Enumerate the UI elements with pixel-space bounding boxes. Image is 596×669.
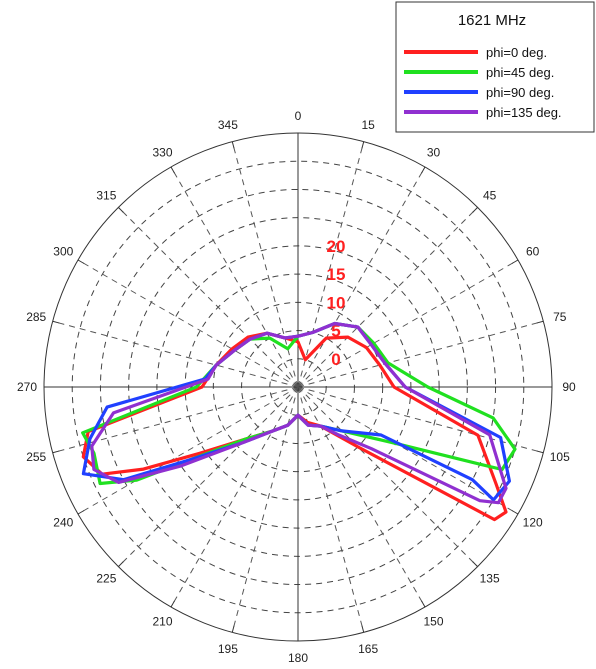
angle-label: 75 <box>553 310 567 324</box>
radial-label: 5 <box>331 322 340 341</box>
angle-label: 225 <box>96 572 116 586</box>
angle-tick <box>170 166 175 174</box>
legend-label: phi=45 deg. <box>486 65 554 80</box>
grid-spoke <box>77 259 299 388</box>
angle-label: 120 <box>523 516 543 530</box>
grid-spoke <box>297 141 365 388</box>
grid-spoke <box>297 320 544 388</box>
angle-tick <box>231 625 235 633</box>
angle-label: 255 <box>26 450 46 464</box>
grid-spoke <box>170 166 299 388</box>
angle-tick <box>170 600 175 608</box>
angle-tick <box>118 561 124 567</box>
grid-spoke <box>297 207 478 388</box>
grid-spoke <box>52 320 299 388</box>
angle-tick <box>421 600 426 608</box>
grid-spoke <box>77 386 299 515</box>
angle-label: 180 <box>288 651 308 665</box>
angle-label: 15 <box>361 118 375 132</box>
series-line-3 <box>90 321 508 505</box>
polar-grid <box>43 132 553 642</box>
radial-label: 20 <box>327 237 346 256</box>
angle-tick-labels: 0153045607590105120135150165180195210225… <box>17 109 576 665</box>
angle-tick <box>52 320 60 324</box>
angle-label: 240 <box>53 516 73 530</box>
angle-tick <box>511 510 519 515</box>
angle-tick <box>472 207 478 213</box>
grid-spoke <box>231 141 299 388</box>
angle-label: 105 <box>550 450 570 464</box>
legend-title: 1621 MHz <box>458 12 526 29</box>
legend: 1621 MHz phi=0 deg. phi=45 deg. phi=90 deg… <box>395 1 595 133</box>
angle-tick <box>536 320 544 324</box>
angle-tick <box>77 259 85 264</box>
grid-spoke <box>297 386 478 567</box>
angle-tick <box>118 207 124 213</box>
angle-label: 45 <box>483 188 497 202</box>
angle-label: 150 <box>423 615 443 629</box>
grid-spoke <box>297 386 426 608</box>
angle-label: 300 <box>53 245 73 259</box>
angle-label: 210 <box>152 615 172 629</box>
angle-tick <box>472 561 478 567</box>
angle-label: 165 <box>358 642 378 656</box>
angle-label: 60 <box>526 245 540 259</box>
legend-label: phi=0 deg. <box>486 45 547 60</box>
angle-tick <box>77 510 85 515</box>
grid-spoke <box>118 207 299 388</box>
grid-spoke <box>170 386 299 608</box>
grid-spoke <box>297 386 519 515</box>
angle-label: 285 <box>26 310 46 324</box>
legend-label: phi=90 deg. <box>486 85 554 100</box>
grid-spoke <box>297 386 365 633</box>
angle-label: 30 <box>427 145 441 159</box>
angle-label: 330 <box>152 145 172 159</box>
angle-label: 135 <box>480 572 500 586</box>
grid-spoke <box>297 166 426 388</box>
radial-label: 0 <box>331 350 340 369</box>
angle-label: 195 <box>218 642 238 656</box>
radial-label: 10 <box>327 293 346 312</box>
angle-tick <box>421 166 426 174</box>
grid-spoke <box>231 386 299 633</box>
angle-label: 315 <box>96 188 116 202</box>
angle-tick <box>361 141 365 149</box>
angle-label: 90 <box>562 380 576 394</box>
legend-entries: phi=0 deg. phi=45 deg. phi=90 deg. phi=135 … <box>404 45 562 120</box>
grid-spoke <box>297 259 519 388</box>
angle-tick <box>536 450 544 454</box>
angle-tick <box>361 625 365 633</box>
series-line-0 <box>81 331 508 522</box>
radial-label: 15 <box>327 265 346 284</box>
angle-label: 345 <box>218 118 238 132</box>
angle-label: 270 <box>17 380 37 394</box>
radial-tick-labels: 20 15 10 5 0 <box>327 237 346 369</box>
angle-tick <box>511 259 519 264</box>
series-lines <box>81 321 517 522</box>
legend-label: phi=135 deg. <box>486 105 562 120</box>
angle-tick <box>231 141 235 149</box>
grid-spoke <box>118 386 299 567</box>
angle-tick <box>52 450 60 454</box>
angle-label: 0 <box>295 109 302 123</box>
